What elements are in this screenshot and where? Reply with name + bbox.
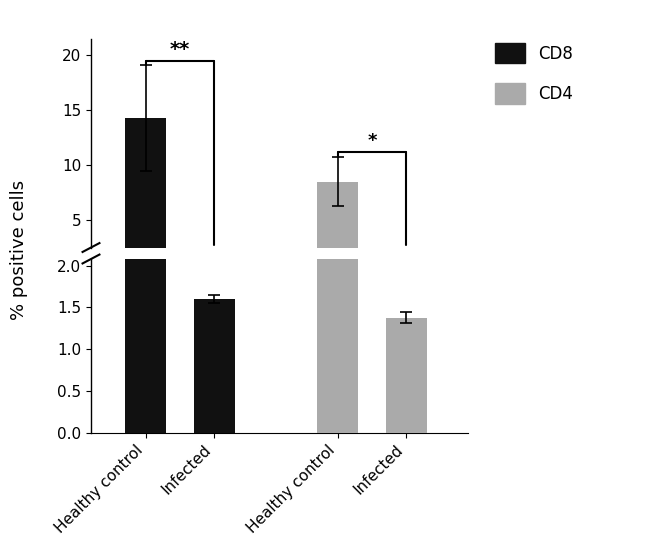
Text: % positive cells: % positive cells — [10, 180, 29, 320]
Bar — [194, 299, 235, 433]
Bar — [317, 181, 358, 275]
Bar — [125, 118, 166, 275]
Bar — [194, 258, 235, 275]
Text: **: ** — [170, 39, 190, 59]
Text: *: * — [367, 132, 377, 150]
Bar — [125, 0, 166, 433]
Legend: CD8, CD4: CD8, CD4 — [495, 43, 573, 104]
Bar — [317, 0, 358, 433]
Bar — [385, 317, 427, 433]
Bar — [385, 260, 427, 275]
